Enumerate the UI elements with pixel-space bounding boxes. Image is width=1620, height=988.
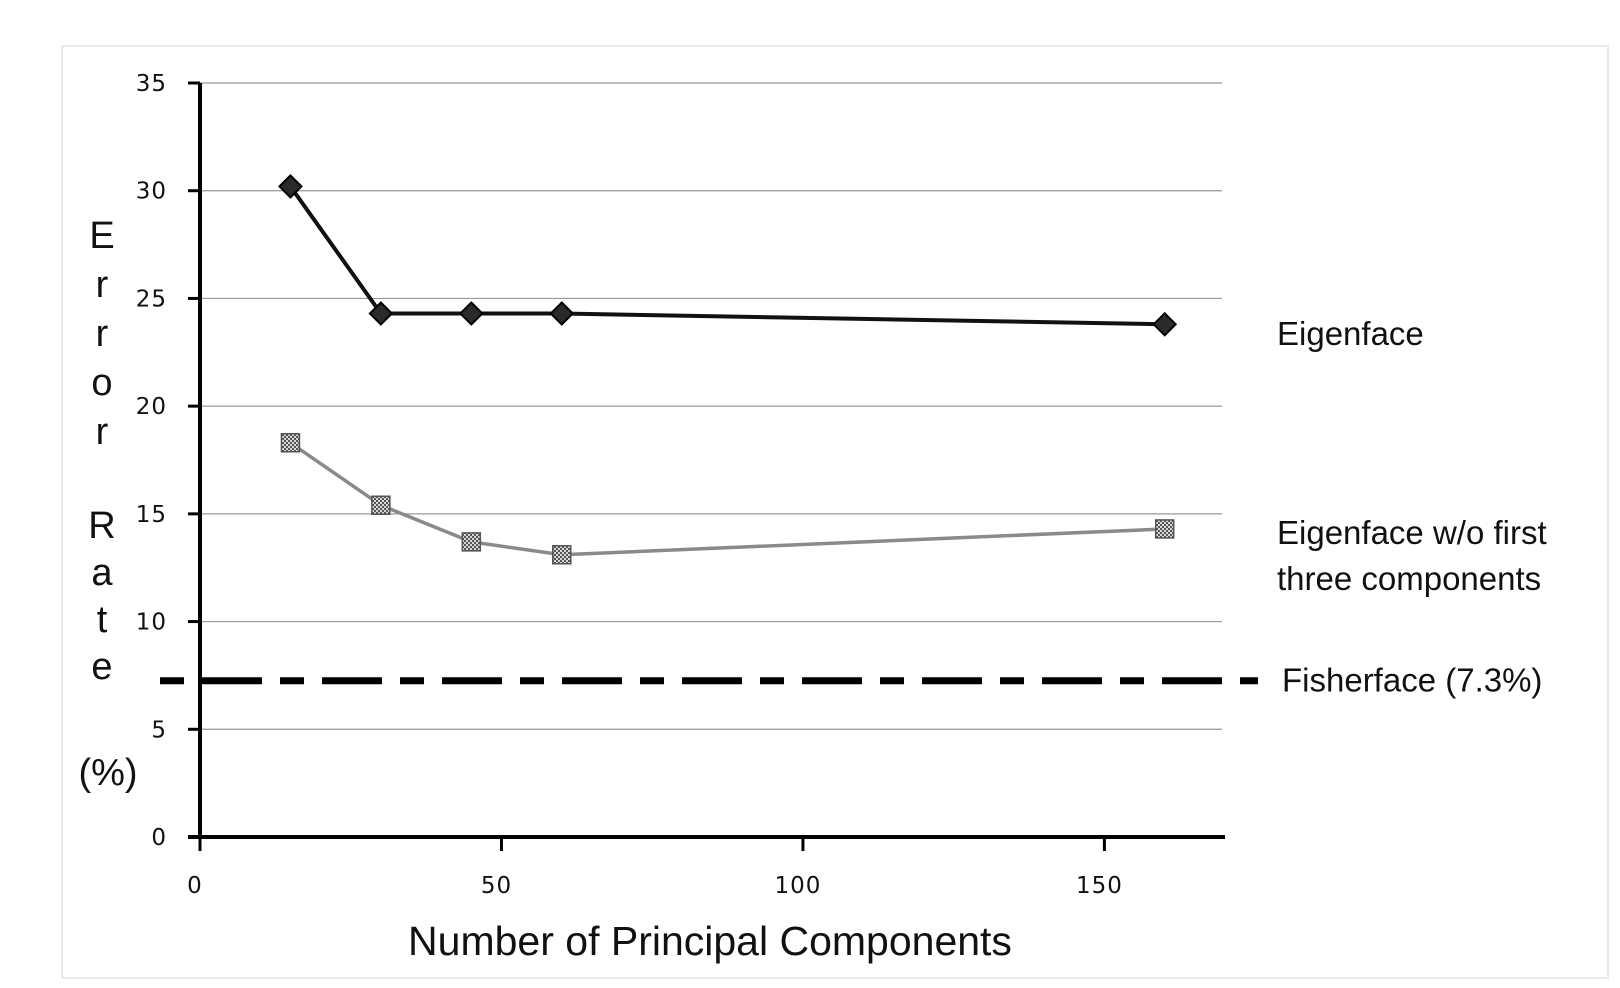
series-labels: Fisherface (7.3%) Eigenface Eigenface w/o … — [1277, 315, 1547, 699]
y-axis-title-char: r — [96, 411, 109, 453]
y-axis-title-char: o — [91, 362, 112, 404]
data-point-square — [280, 433, 301, 453]
y-axis-title-char: a — [91, 552, 113, 594]
eigenface-label: Eigenface — [1277, 315, 1424, 352]
data-point-square — [371, 495, 391, 515]
data-point-diamond — [368, 301, 394, 326]
y-axis-title-char: R — [88, 505, 115, 547]
x-tick-label: 100 — [774, 873, 821, 899]
y-tick-label: 25 — [136, 286, 167, 312]
x-tick-label: 150 — [1076, 873, 1123, 899]
x-axis-title: Number of Principal Components — [408, 918, 1012, 964]
y-ticks: 0 5 10 15 20 25 30 35 — [136, 71, 200, 851]
x-tick-label: 50 — [481, 873, 512, 899]
x-tick-label: 0 — [187, 873, 203, 899]
data-point-diamond — [458, 301, 484, 326]
data-point-square — [552, 545, 572, 565]
y-tick-label: 10 — [136, 610, 167, 636]
data-point-square — [1154, 519, 1175, 539]
y-axis-title-char: t — [97, 599, 108, 641]
y-tick-label: 35 — [136, 71, 167, 97]
series-layer — [278, 173, 1178, 565]
y-tick-label: 20 — [136, 394, 167, 420]
data-point-diamond — [1152, 311, 1178, 337]
series-eigenface-wo-first-three — [280, 433, 1175, 565]
y-tick-label: 15 — [136, 502, 167, 528]
y-axis-title-unit: (%) — [78, 752, 137, 794]
y-axis-title-char: r — [96, 313, 109, 355]
axes — [188, 83, 1225, 839]
y-axis-title-char: E — [89, 215, 114, 257]
data-point-diamond — [549, 301, 575, 326]
x-ticks: 0 50 100 150 — [187, 837, 1123, 899]
chart-frame — [61, 45, 1609, 979]
data-point-square — [461, 532, 482, 552]
eigenface-wo-first-three-label: Eigenface w/o first — [1277, 514, 1547, 551]
y-tick-label: 0 — [151, 825, 167, 851]
y-axis-title-char: r — [96, 264, 109, 306]
eigenface-wo-first-three-label: three components — [1277, 560, 1541, 597]
fisherface-label: Fisherface (7.3%) — [1282, 662, 1542, 699]
y-tick-label: 5 — [151, 717, 167, 743]
y-axis-title-char: e — [91, 646, 112, 688]
y-tick-label: 30 — [136, 179, 167, 205]
data-point-diamond — [278, 173, 303, 199]
series-eigenface — [278, 173, 1178, 337]
